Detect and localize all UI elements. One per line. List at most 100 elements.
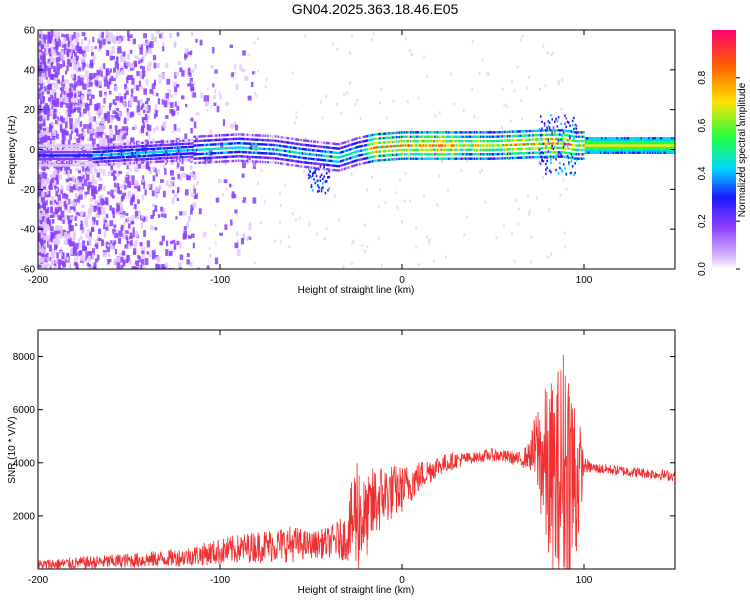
heatmap-cell bbox=[225, 142, 227, 146]
heatmap-cell bbox=[159, 184, 162, 190]
heatmap-cell bbox=[252, 142, 254, 146]
heatmap-cell bbox=[403, 199, 406, 203]
heatmap-cell bbox=[132, 38, 136, 45]
heatmap-cell bbox=[153, 113, 157, 119]
heatmap-cell bbox=[40, 64, 45, 69]
heatmap-cell bbox=[552, 51, 555, 55]
heatmap-cell bbox=[193, 153, 196, 156]
heatmap-cell bbox=[420, 144, 422, 147]
heatmap-cell bbox=[83, 179, 88, 187]
heatmap-cell bbox=[181, 70, 185, 77]
heatmap-cell bbox=[115, 96, 120, 101]
heatmap-cell bbox=[287, 141, 290, 144]
heatmap-cell bbox=[219, 232, 224, 236]
heatmap-cell bbox=[109, 55, 114, 61]
heatmap-cell bbox=[238, 146, 240, 149]
heatmap-cell bbox=[246, 133, 249, 137]
heatmap-cell bbox=[44, 154, 46, 157]
heatmap-cell bbox=[212, 156, 215, 159]
heatmap-cell bbox=[198, 144, 201, 147]
heatmap-cell bbox=[136, 185, 141, 190]
heatmap-cell bbox=[239, 133, 241, 136]
heatmap-cell bbox=[450, 157, 453, 160]
heatmap-cell bbox=[194, 161, 197, 165]
heatmap-cell bbox=[193, 135, 196, 139]
heatmap-cell bbox=[122, 162, 124, 165]
heatmap-cell bbox=[49, 147, 52, 151]
heatmap-cell bbox=[106, 143, 109, 147]
heatmap-cell bbox=[54, 35, 58, 41]
heatmap-cell bbox=[55, 225, 60, 231]
heatmap-cell bbox=[55, 147, 58, 151]
heatmap-cell bbox=[91, 147, 94, 151]
heatmap-cell bbox=[171, 143, 174, 146]
heatmap-cell bbox=[99, 106, 104, 113]
heatmap-cell bbox=[190, 192, 195, 197]
heatmap-cell bbox=[238, 137, 240, 140]
heatmap-cell bbox=[120, 156, 123, 159]
heatmap-cell bbox=[95, 121, 99, 125]
heatmap-cell bbox=[80, 144, 82, 147]
heatmap-cell bbox=[41, 160, 44, 164]
heatmap-cell bbox=[213, 152, 216, 155]
heatmap-cell bbox=[236, 249, 241, 257]
heatmap-cell bbox=[327, 189, 329, 192]
heatmap-cell bbox=[282, 136, 285, 139]
heatmap-cell bbox=[351, 147, 354, 150]
heatmap-cell bbox=[102, 143, 105, 147]
heatmap-cell bbox=[213, 102, 217, 106]
heatmap-cell bbox=[313, 157, 315, 161]
heatmap-cell bbox=[422, 157, 425, 160]
heatmap-cell bbox=[120, 129, 124, 137]
heatmap-cell bbox=[137, 100, 140, 108]
heatmap-cell bbox=[43, 61, 47, 69]
heatmap-cell bbox=[58, 160, 60, 164]
heatmap-cell bbox=[121, 35, 125, 41]
heatmap-cell bbox=[401, 144, 403, 147]
heatmap-cell bbox=[187, 152, 189, 155]
heatmap-cell bbox=[80, 164, 82, 167]
heatmap-cell bbox=[53, 88, 57, 95]
heatmap-cell bbox=[317, 158, 319, 161]
heatmap-cell bbox=[202, 139, 204, 142]
heatmap-cell bbox=[70, 73, 75, 79]
heatmap-cell bbox=[202, 157, 204, 160]
heatmap-cell bbox=[76, 144, 79, 151]
heatmap-cell bbox=[147, 154, 150, 157]
heatmap-cell bbox=[361, 144, 364, 148]
heatmap-cell bbox=[491, 144, 494, 147]
heatmap-cell bbox=[445, 157, 448, 160]
heatmap-cell bbox=[139, 99, 143, 104]
heatmap-cell bbox=[318, 189, 320, 193]
heatmap-cell bbox=[411, 139, 413, 143]
heatmap-cell bbox=[431, 157, 434, 160]
heatmap-cell bbox=[246, 142, 249, 145]
heatmap-cell bbox=[138, 57, 142, 63]
heatmap-cell bbox=[513, 130, 515, 133]
heatmap-cell bbox=[220, 142, 222, 146]
heatmap-cell bbox=[189, 152, 192, 155]
heatmap-cell bbox=[41, 181, 46, 187]
heatmap-cell bbox=[42, 127, 47, 132]
heatmap-cell bbox=[91, 178, 96, 185]
heatmap-cell bbox=[92, 157, 95, 160]
heatmap-cell bbox=[161, 147, 164, 150]
heatmap-cell bbox=[257, 69, 260, 73]
heatmap-cell bbox=[346, 149, 348, 152]
heatmap-cell bbox=[88, 241, 92, 246]
heatmap-cell bbox=[348, 152, 351, 156]
heatmap-cell bbox=[124, 159, 127, 162]
heatmap-cell bbox=[150, 157, 152, 161]
heatmap-cell bbox=[257, 138, 259, 141]
heatmap-cell bbox=[94, 154, 96, 157]
heatmap-cell bbox=[202, 231, 207, 238]
heatmap-cell bbox=[162, 147, 165, 150]
heatmap-cell bbox=[159, 144, 161, 147]
heatmap-cell bbox=[478, 135, 481, 138]
heatmap-cell bbox=[101, 163, 104, 167]
heatmap-cell bbox=[62, 154, 64, 157]
heatmap-cell bbox=[106, 146, 109, 150]
heatmap-cell bbox=[100, 150, 103, 153]
heatmap-cell bbox=[42, 130, 46, 136]
heatmap-cell bbox=[259, 134, 262, 137]
